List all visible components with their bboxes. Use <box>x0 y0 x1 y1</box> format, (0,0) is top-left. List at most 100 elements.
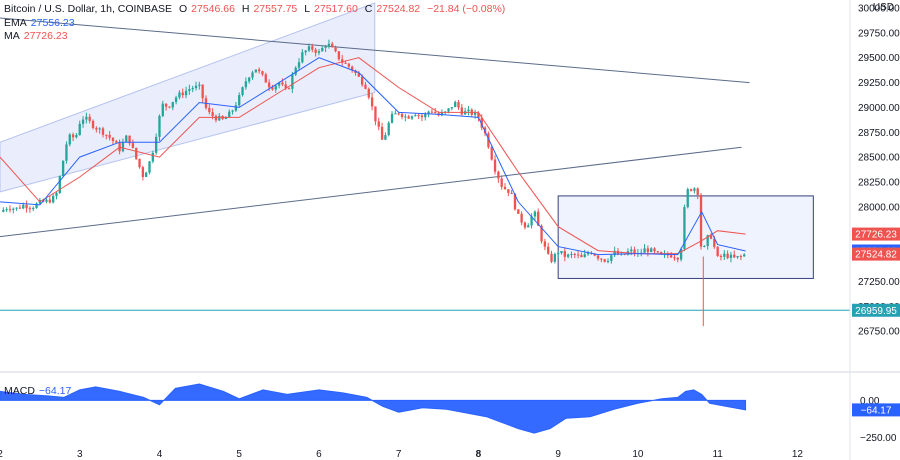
candle-body <box>248 77 251 82</box>
price-tick-label: 26750.00 <box>858 327 900 338</box>
time-tick-label: 6 <box>316 449 322 460</box>
resistance-trendline <box>0 17 750 84</box>
macd-tick-label: 0.00 <box>860 396 880 407</box>
candle-body <box>530 216 533 226</box>
candle-body <box>257 69 261 72</box>
candle-body <box>208 107 211 113</box>
candle-body <box>161 103 164 116</box>
candle-body <box>563 250 566 257</box>
candle-body <box>487 133 490 148</box>
time-tick-label: 5 <box>236 449 242 460</box>
candle-body <box>523 222 527 228</box>
candle-body <box>713 238 716 247</box>
candle-body <box>669 255 673 258</box>
candle-body <box>324 46 327 48</box>
candle-body <box>174 97 178 102</box>
candle-body <box>344 62 347 64</box>
ema-value: 27556.23 <box>30 17 75 29</box>
candle-body <box>98 128 101 130</box>
candle-body <box>394 113 397 115</box>
candle-body <box>583 254 586 258</box>
macd-pane <box>0 383 747 434</box>
candle-body <box>294 67 297 75</box>
time-tick-label: 8 <box>476 449 482 460</box>
time-tick-label: 4 <box>157 449 163 460</box>
candle-body <box>48 199 51 203</box>
candle-body <box>547 246 550 254</box>
candle-body <box>334 47 337 52</box>
candle-body <box>510 192 513 194</box>
candle-body <box>201 84 204 99</box>
ma-label: MA <box>4 30 20 42</box>
candle-body <box>497 171 500 179</box>
price-tick-label: 30000.00 <box>858 4 900 15</box>
range-box <box>557 195 814 279</box>
candle-body <box>5 209 8 211</box>
price-label-tag <box>852 227 900 241</box>
candle-body <box>600 258 603 260</box>
time-tick-label: 11 <box>712 449 723 460</box>
candle-body <box>337 51 341 60</box>
candle-body <box>743 254 746 257</box>
low-label: L <box>304 3 311 15</box>
candle-body <box>397 113 400 115</box>
candle-body <box>148 161 151 173</box>
open-value: 27546.66 <box>191 3 235 15</box>
candle-body <box>733 254 736 258</box>
candle-body <box>457 101 460 108</box>
candle-body <box>238 95 241 106</box>
candle-body <box>593 253 596 256</box>
ema-legend[interactable]: EMA 27556.23 <box>4 17 75 29</box>
candle-body <box>191 88 194 90</box>
ma-legend[interactable]: MA 27726.23 <box>4 30 68 42</box>
candle-body <box>693 188 696 191</box>
candle-body <box>22 204 25 209</box>
candle-body <box>115 141 118 143</box>
candle-body <box>537 211 540 226</box>
candle-body <box>550 253 553 262</box>
candle-body <box>154 136 158 153</box>
candle-body <box>706 235 709 247</box>
candle-body <box>25 204 28 209</box>
symbol-title[interactable]: Bitcoin / U.S. Dollar, 1h, COINBASE <box>4 3 173 15</box>
candle-body <box>12 208 15 210</box>
candle-body <box>78 123 81 136</box>
trend-drawings[interactable] <box>0 17 850 311</box>
candle-body <box>71 134 75 138</box>
candle-body <box>553 253 557 262</box>
candle-body <box>321 47 324 52</box>
candle-body <box>151 152 154 162</box>
candle-body <box>387 122 390 136</box>
candle-body <box>586 252 590 255</box>
candle-body <box>181 92 184 96</box>
candle-body <box>540 225 543 242</box>
price-tick-label: 27250.00 <box>858 277 900 288</box>
candle-body <box>254 69 257 73</box>
candle-body <box>198 84 201 86</box>
candle-body <box>121 142 125 152</box>
candle-body <box>171 101 174 108</box>
candle-body <box>281 82 284 85</box>
candle-body <box>32 208 35 210</box>
candle-body <box>440 112 444 116</box>
candle-body <box>533 211 537 217</box>
candle-body <box>168 106 171 108</box>
candle-body <box>573 254 576 256</box>
candle-body <box>377 121 380 127</box>
macd-label: MACD <box>4 385 35 397</box>
candle-body <box>55 192 58 196</box>
candle-body <box>271 87 274 90</box>
candle-body <box>477 112 480 118</box>
candle-body <box>676 257 679 260</box>
candle-body <box>131 143 135 148</box>
candle-body <box>689 189 693 191</box>
price-tick-label: 29750.00 <box>858 28 900 39</box>
candle-body <box>424 113 427 118</box>
candle-body <box>61 160 65 177</box>
candle-body <box>384 135 387 140</box>
candle-body <box>500 178 503 187</box>
macd-legend[interactable]: MACD −64.17 <box>4 385 71 397</box>
